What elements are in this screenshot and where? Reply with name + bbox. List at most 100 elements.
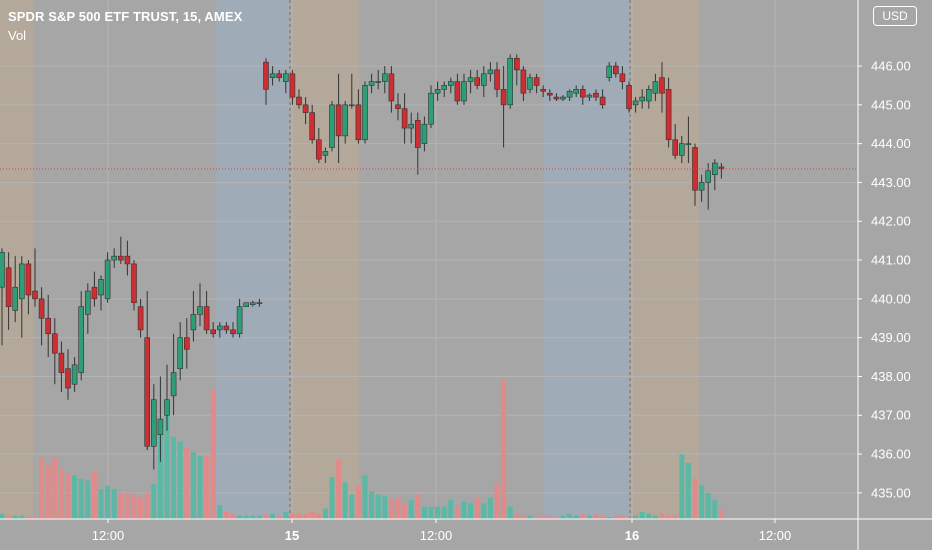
volume-bar	[263, 513, 269, 519]
y-tick-label: 441.00	[871, 253, 911, 268]
volume-bar	[164, 408, 170, 519]
candle-body	[619, 73, 626, 82]
candle-body	[118, 255, 124, 261]
y-tick-label: 435.00	[871, 485, 911, 500]
volume-bar	[237, 515, 243, 519]
volume-bar	[118, 492, 124, 519]
candle	[137, 298, 144, 338]
candle	[223, 322, 230, 334]
candle	[329, 100, 335, 152]
volume-label: Vol	[8, 28, 27, 43]
volume-bar	[435, 506, 441, 519]
candle	[32, 248, 38, 307]
candle	[434, 81, 441, 101]
volume-bar	[666, 515, 672, 519]
volume-bar	[586, 515, 592, 519]
y-tick-label: 439.00	[871, 330, 911, 345]
candle-body	[355, 104, 362, 141]
candle-body	[151, 399, 157, 447]
volume-bar	[230, 513, 236, 519]
volume-bar	[448, 499, 454, 519]
volume-bar	[39, 457, 45, 519]
volume-bar	[646, 513, 652, 519]
candle-body	[659, 77, 665, 94]
volume-bar	[32, 517, 38, 519]
candle	[540, 85, 547, 98]
volume-bar	[184, 447, 190, 519]
candle	[368, 73, 375, 94]
candlesticks	[0, 54, 725, 470]
candle-body	[500, 89, 507, 106]
candle	[0, 248, 5, 346]
volume-bar	[190, 452, 196, 519]
candle	[441, 81, 448, 98]
candle	[579, 85, 586, 105]
candle	[190, 291, 197, 342]
candle-body	[698, 182, 705, 191]
currency-button[interactable]: USD	[873, 6, 917, 26]
candle	[461, 73, 467, 105]
candle	[104, 252, 111, 303]
candle	[546, 89, 553, 101]
candle-body	[210, 329, 216, 335]
candle	[157, 376, 164, 462]
candle-body	[494, 69, 500, 90]
candle-body	[177, 337, 183, 369]
candle	[573, 85, 580, 98]
candle-body	[579, 89, 586, 98]
candle-body	[256, 302, 263, 305]
candle-body	[626, 85, 632, 110]
volume-bar	[567, 513, 573, 519]
volume-bar	[157, 426, 163, 519]
candle	[131, 260, 137, 311]
volume-bar	[606, 517, 612, 519]
volume-bar	[718, 510, 724, 519]
candle-body	[144, 337, 150, 447]
volume-bar	[692, 478, 698, 519]
volume-bar	[52, 457, 58, 519]
candle-body	[250, 302, 256, 305]
chart-grid	[0, 0, 858, 519]
candle	[217, 322, 223, 338]
y-tick-label: 438.00	[871, 369, 911, 384]
volume-bar	[672, 515, 678, 519]
candle	[711, 159, 718, 191]
x-tick-label: 16	[625, 528, 639, 543]
candle	[533, 73, 540, 94]
volume-bar	[593, 513, 599, 519]
candle-body	[362, 85, 368, 141]
volume-bar	[138, 498, 144, 519]
candle-body	[434, 89, 441, 94]
candle-body	[414, 120, 421, 148]
volume-bar	[256, 515, 262, 519]
session-band-2	[290, 0, 359, 519]
candle-body	[296, 96, 302, 106]
candle	[118, 236, 124, 264]
candle	[250, 300, 256, 307]
candle-body	[348, 104, 355, 107]
candle	[144, 291, 150, 451]
candle-body	[401, 108, 408, 129]
candle	[586, 93, 593, 101]
candle	[355, 89, 362, 144]
candle	[447, 77, 454, 94]
y-tick-label: 446.00	[871, 59, 911, 74]
candle-body	[282, 73, 289, 82]
y-tick-label: 442.00	[871, 214, 911, 229]
volume-bar	[270, 513, 276, 519]
candle	[91, 271, 98, 307]
volume-bar	[342, 482, 348, 519]
candle	[210, 322, 216, 338]
candle	[698, 174, 705, 202]
candle	[428, 85, 434, 129]
volume-bar	[303, 513, 309, 519]
candle	[177, 322, 183, 381]
candle-body	[705, 170, 712, 183]
candle-body	[302, 104, 309, 113]
volume-bar	[388, 499, 394, 519]
x-tick-label: 12:00	[92, 528, 125, 543]
candle	[45, 294, 52, 358]
candle	[487, 62, 494, 82]
